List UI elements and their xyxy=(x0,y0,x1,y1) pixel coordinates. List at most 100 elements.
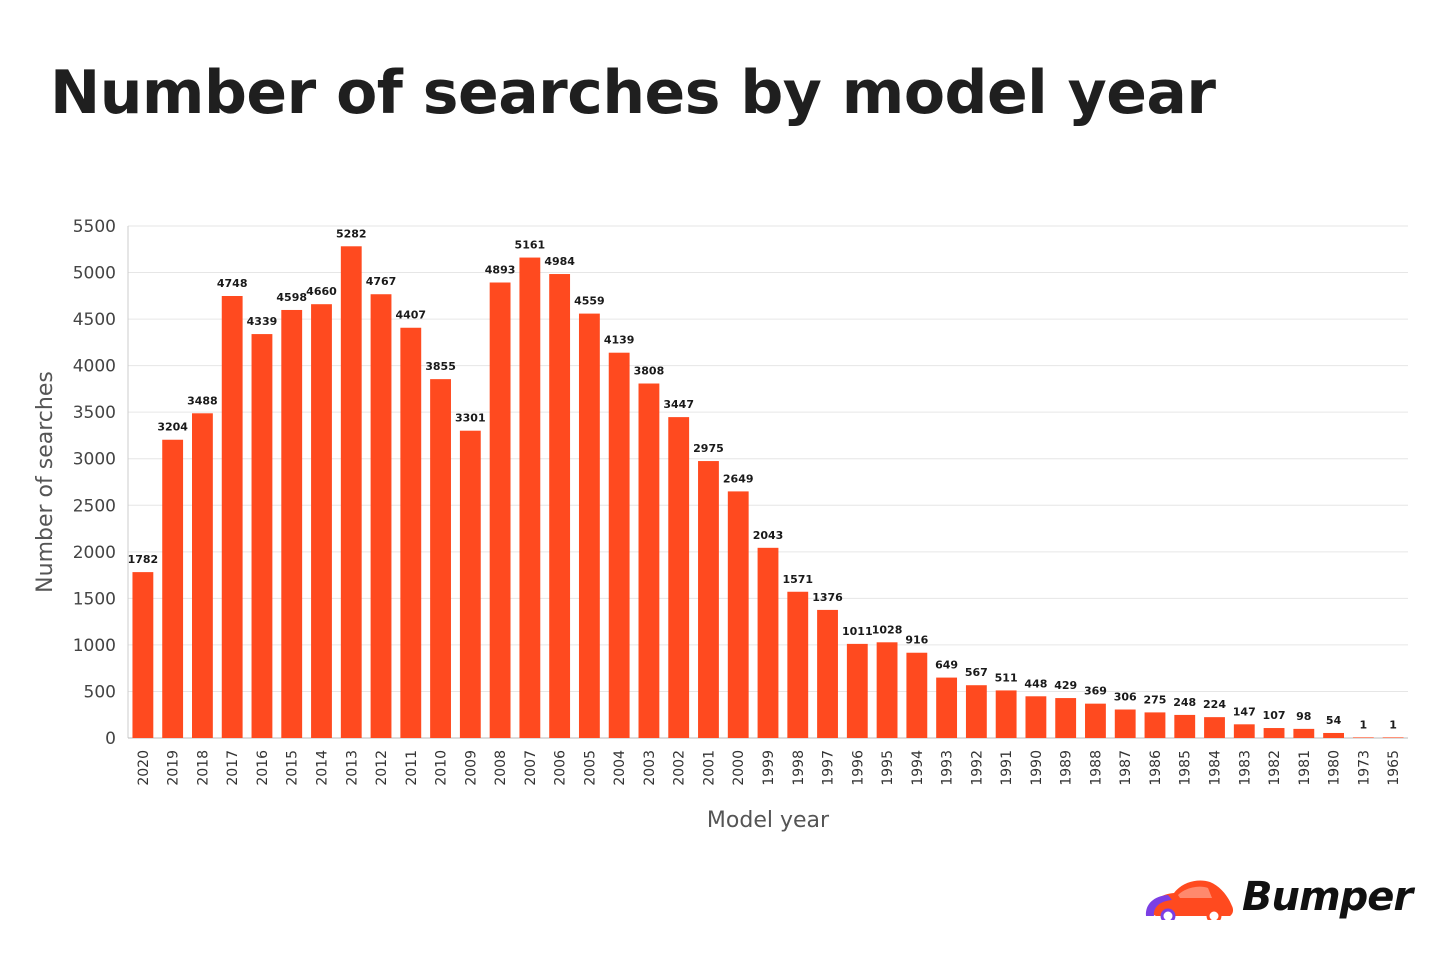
bar xyxy=(995,690,1017,738)
bar xyxy=(1293,728,1315,738)
x-tick-label: 1992 xyxy=(969,750,985,786)
data-label: 147 xyxy=(1233,705,1256,718)
x-tick-label: 1981 xyxy=(1297,750,1313,786)
x-tick-label: 2006 xyxy=(553,750,569,786)
data-label: 369 xyxy=(1084,685,1107,698)
bar xyxy=(876,642,898,738)
data-label: 4139 xyxy=(604,334,635,347)
x-tick-label: 1973 xyxy=(1356,750,1372,786)
bar xyxy=(1352,737,1374,738)
page-title: Number of searches by model year xyxy=(50,58,1216,128)
data-label: 2975 xyxy=(693,442,724,455)
x-tick-label: 2003 xyxy=(642,750,658,786)
y-tick-label: 1500 xyxy=(73,589,116,609)
bar xyxy=(727,491,749,738)
y-axis-title: Number of searches xyxy=(33,371,58,593)
bar xyxy=(132,572,154,738)
data-label: 1571 xyxy=(782,573,813,586)
bar xyxy=(1263,728,1285,738)
data-label: 4339 xyxy=(247,315,278,328)
bar xyxy=(906,652,928,738)
x-tick-label: 1987 xyxy=(1118,750,1134,786)
y-tick-label: 500 xyxy=(84,682,116,702)
y-tick-label: 2500 xyxy=(73,496,116,516)
y-tick-label: 5000 xyxy=(73,264,116,284)
bar xyxy=(1174,714,1196,738)
x-tick-label: 1995 xyxy=(880,750,896,786)
x-tick-label: 1994 xyxy=(910,750,926,786)
x-tick-label: 1989 xyxy=(1059,750,1075,786)
x-tick-label: 1985 xyxy=(1178,750,1194,786)
x-tick-label: 2008 xyxy=(493,750,509,786)
bar xyxy=(1114,709,1136,738)
bar xyxy=(1382,737,1404,738)
x-tick-label: 1988 xyxy=(1088,750,1104,786)
data-labels: 1782 3204 3488 4748 4339 4598 4660 5282 4767 4407… xyxy=(128,227,1397,731)
x-tick-label: 2016 xyxy=(255,750,271,786)
x-tick-label: 1998 xyxy=(791,750,807,786)
bar xyxy=(1204,717,1225,738)
data-label: 107 xyxy=(1263,709,1286,722)
bar xyxy=(638,383,660,738)
bar xyxy=(1323,732,1344,738)
bar xyxy=(281,309,303,738)
data-label: 1782 xyxy=(128,553,159,566)
data-label: 1028 xyxy=(872,623,903,636)
data-label: 3447 xyxy=(663,398,694,411)
data-label: 4559 xyxy=(574,295,605,308)
data-label: 2649 xyxy=(723,472,754,485)
data-label: 429 xyxy=(1054,679,1077,692)
bar xyxy=(519,257,541,738)
data-label: 3204 xyxy=(157,421,188,434)
data-label: 4984 xyxy=(544,255,575,268)
y-tick-label: 4000 xyxy=(73,357,116,377)
data-label: 1 xyxy=(1360,718,1368,731)
data-label: 98 xyxy=(1296,710,1311,723)
y-tick-label: 1000 xyxy=(73,636,116,656)
data-label: 3488 xyxy=(187,394,218,407)
x-tick-label: 2009 xyxy=(463,750,479,786)
y-tick-label: 3000 xyxy=(73,450,116,470)
y-tick-label: 0 xyxy=(105,729,116,749)
bar xyxy=(162,439,184,738)
x-tick-label: 1990 xyxy=(1029,750,1045,786)
bar xyxy=(430,379,451,738)
bar xyxy=(787,591,809,738)
bar xyxy=(400,327,422,738)
bar xyxy=(251,334,273,738)
data-label: 1376 xyxy=(812,591,843,604)
x-tick-label: 2004 xyxy=(612,750,628,786)
bar xyxy=(489,282,511,738)
bar xyxy=(1233,724,1255,738)
x-tick-label: 1996 xyxy=(850,750,866,786)
bar xyxy=(936,677,958,738)
x-tick-label: 2005 xyxy=(582,750,598,786)
x-tick-label: 1980 xyxy=(1327,750,1343,786)
data-label: 567 xyxy=(965,666,988,679)
x-tick-label: 2011 xyxy=(404,750,420,786)
data-label: 1 xyxy=(1389,718,1397,731)
bar xyxy=(757,547,779,738)
x-tick-label: 1999 xyxy=(761,750,777,786)
bar xyxy=(578,313,600,738)
x-tick-label: 2000 xyxy=(731,750,747,786)
data-label: 448 xyxy=(1024,677,1047,690)
x-tick-label: 1965 xyxy=(1386,750,1402,786)
x-tick-label: 1982 xyxy=(1267,750,1283,786)
x-tick-label: 2012 xyxy=(374,750,390,786)
x-tick-label: 1993 xyxy=(940,750,956,786)
x-tick-label: 2002 xyxy=(672,750,688,786)
x-tick-label: 1984 xyxy=(1208,750,1224,786)
bar xyxy=(459,430,481,738)
bar xyxy=(965,685,987,738)
bars xyxy=(132,246,1404,738)
bar xyxy=(698,461,719,738)
bar xyxy=(221,296,243,738)
x-tick-label: 1986 xyxy=(1148,750,1164,786)
bar xyxy=(1055,698,1077,738)
data-label: 2043 xyxy=(753,529,784,542)
bar xyxy=(1025,696,1047,738)
x-tick-label: 2017 xyxy=(225,750,241,786)
y-tick-label: 5500 xyxy=(73,217,116,237)
data-label: 3808 xyxy=(634,365,665,378)
